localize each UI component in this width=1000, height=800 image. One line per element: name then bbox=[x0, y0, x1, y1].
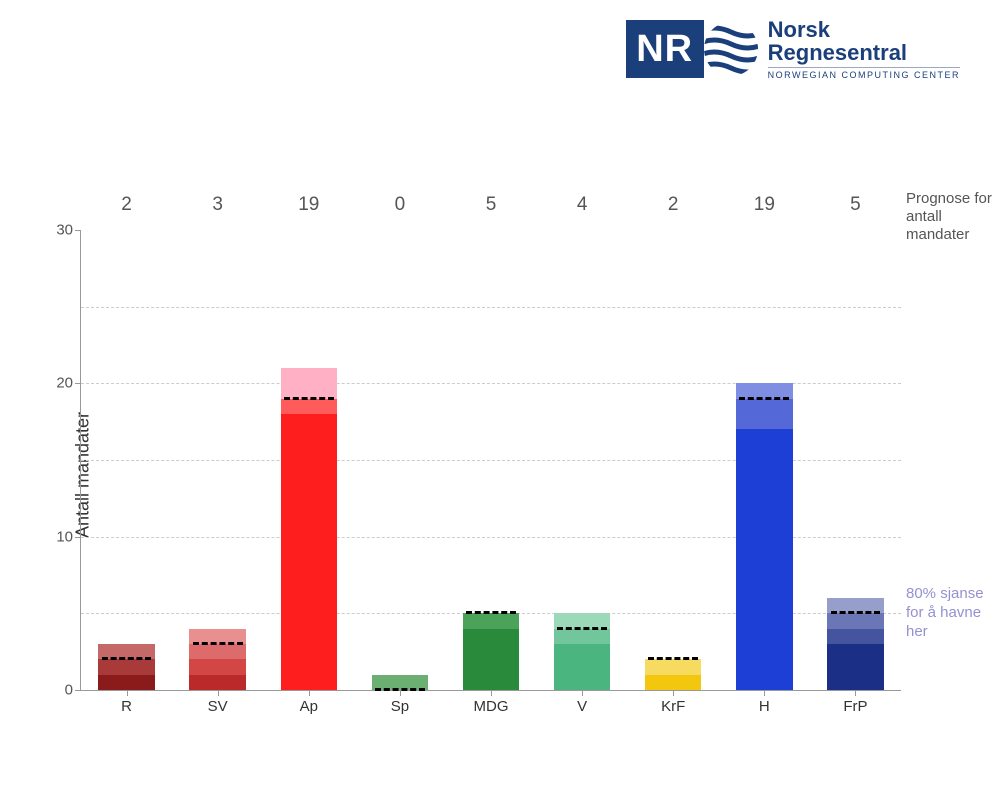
prognosis-number: 5 bbox=[850, 194, 861, 216]
x-label: FrP bbox=[843, 698, 867, 715]
bar-SV bbox=[189, 230, 245, 690]
x-tick bbox=[673, 690, 674, 696]
bar-segment bbox=[645, 675, 701, 690]
bar-segment bbox=[827, 613, 883, 628]
plot-area: 0102030R2SV3Ap19Sp0MDG5V4KrF2H19FrP5 bbox=[80, 230, 901, 691]
x-tick bbox=[582, 690, 583, 696]
bar-segment bbox=[463, 629, 519, 690]
x-tick bbox=[218, 690, 219, 696]
bar-segment bbox=[463, 613, 519, 628]
nr-logo: NR Norsk Regnesentral NORWEGIAN COMPUTIN… bbox=[626, 18, 960, 81]
x-label: KrF bbox=[661, 698, 685, 715]
bar-segment bbox=[189, 659, 245, 674]
prognosis-number: 19 bbox=[754, 194, 775, 216]
prognosis-line bbox=[284, 397, 334, 400]
prognosis-number: 4 bbox=[577, 194, 588, 216]
bar-segment bbox=[645, 659, 701, 674]
bar-segment bbox=[98, 675, 154, 690]
bar-segment bbox=[554, 629, 610, 644]
bar-Ap bbox=[281, 230, 337, 690]
prognosis-line bbox=[466, 611, 516, 614]
bar-segment bbox=[281, 414, 337, 690]
prognosis-header-label: Prognose forantall mandater bbox=[906, 190, 1000, 244]
y-tick bbox=[75, 690, 81, 691]
bar-segment bbox=[827, 629, 883, 644]
prognosis-line bbox=[831, 611, 881, 614]
prognosis-number: 19 bbox=[298, 194, 319, 216]
prognosis-number: 2 bbox=[121, 194, 132, 216]
nr-logo-text: Norsk Regnesentral NORWEGIAN COMPUTING C… bbox=[768, 18, 960, 81]
bar-segment bbox=[281, 368, 337, 399]
bar-segment bbox=[736, 399, 792, 430]
x-tick bbox=[127, 690, 128, 696]
x-tick bbox=[400, 690, 401, 696]
x-label: H bbox=[759, 698, 770, 715]
logo-subtitle: NORWEGIAN COMPUTING CENTER bbox=[768, 67, 960, 80]
bar-segment bbox=[189, 675, 245, 690]
bar-MDG bbox=[463, 230, 519, 690]
bar-segment bbox=[281, 399, 337, 414]
x-label: Ap bbox=[300, 698, 318, 715]
confidence-label: 80% sjansefor å havneher bbox=[906, 585, 1000, 641]
bar-H bbox=[736, 230, 792, 690]
logo-name-2: Regnesentral bbox=[768, 41, 960, 64]
y-tick-label: 30 bbox=[45, 222, 73, 239]
bar-segment bbox=[98, 659, 154, 674]
x-tick bbox=[764, 690, 765, 696]
nr-logo-box: NR bbox=[626, 20, 704, 78]
mandater-chart: Antall mandater 0102030R2SV3Ap19Sp0MDG5V… bbox=[80, 230, 900, 720]
prognosis-line bbox=[193, 642, 243, 645]
x-label: SV bbox=[208, 698, 228, 715]
x-label: MDG bbox=[474, 698, 509, 715]
prognosis-line bbox=[102, 657, 152, 660]
bar-FrP bbox=[827, 230, 883, 690]
y-tick-label: 20 bbox=[45, 375, 73, 392]
bar-R bbox=[98, 230, 154, 690]
y-tick bbox=[75, 537, 81, 538]
prognosis-number: 2 bbox=[668, 194, 679, 216]
x-label: Sp bbox=[391, 698, 409, 715]
x-tick bbox=[309, 690, 310, 696]
prognosis-line bbox=[557, 627, 607, 630]
nr-wave-icon bbox=[704, 20, 758, 78]
bar-Sp bbox=[372, 230, 428, 690]
prognosis-line bbox=[739, 397, 789, 400]
bar-KrF bbox=[645, 230, 701, 690]
prognosis-number: 3 bbox=[212, 194, 223, 216]
x-label: V bbox=[577, 698, 587, 715]
bar-segment bbox=[827, 644, 883, 690]
prognosis-number: 5 bbox=[486, 194, 497, 216]
x-tick bbox=[491, 690, 492, 696]
y-tick-label: 0 bbox=[45, 682, 73, 699]
y-tick-label: 10 bbox=[45, 528, 73, 545]
y-tick bbox=[75, 383, 81, 384]
prognosis-number: 0 bbox=[395, 194, 406, 216]
bar-V bbox=[554, 230, 610, 690]
bar-segment bbox=[554, 644, 610, 690]
bar-segment bbox=[189, 644, 245, 659]
x-tick bbox=[855, 690, 856, 696]
logo-name-1: Norsk bbox=[768, 18, 960, 41]
x-label: R bbox=[121, 698, 132, 715]
bar-segment bbox=[736, 429, 792, 690]
y-tick bbox=[75, 230, 81, 231]
prognosis-line bbox=[648, 657, 698, 660]
